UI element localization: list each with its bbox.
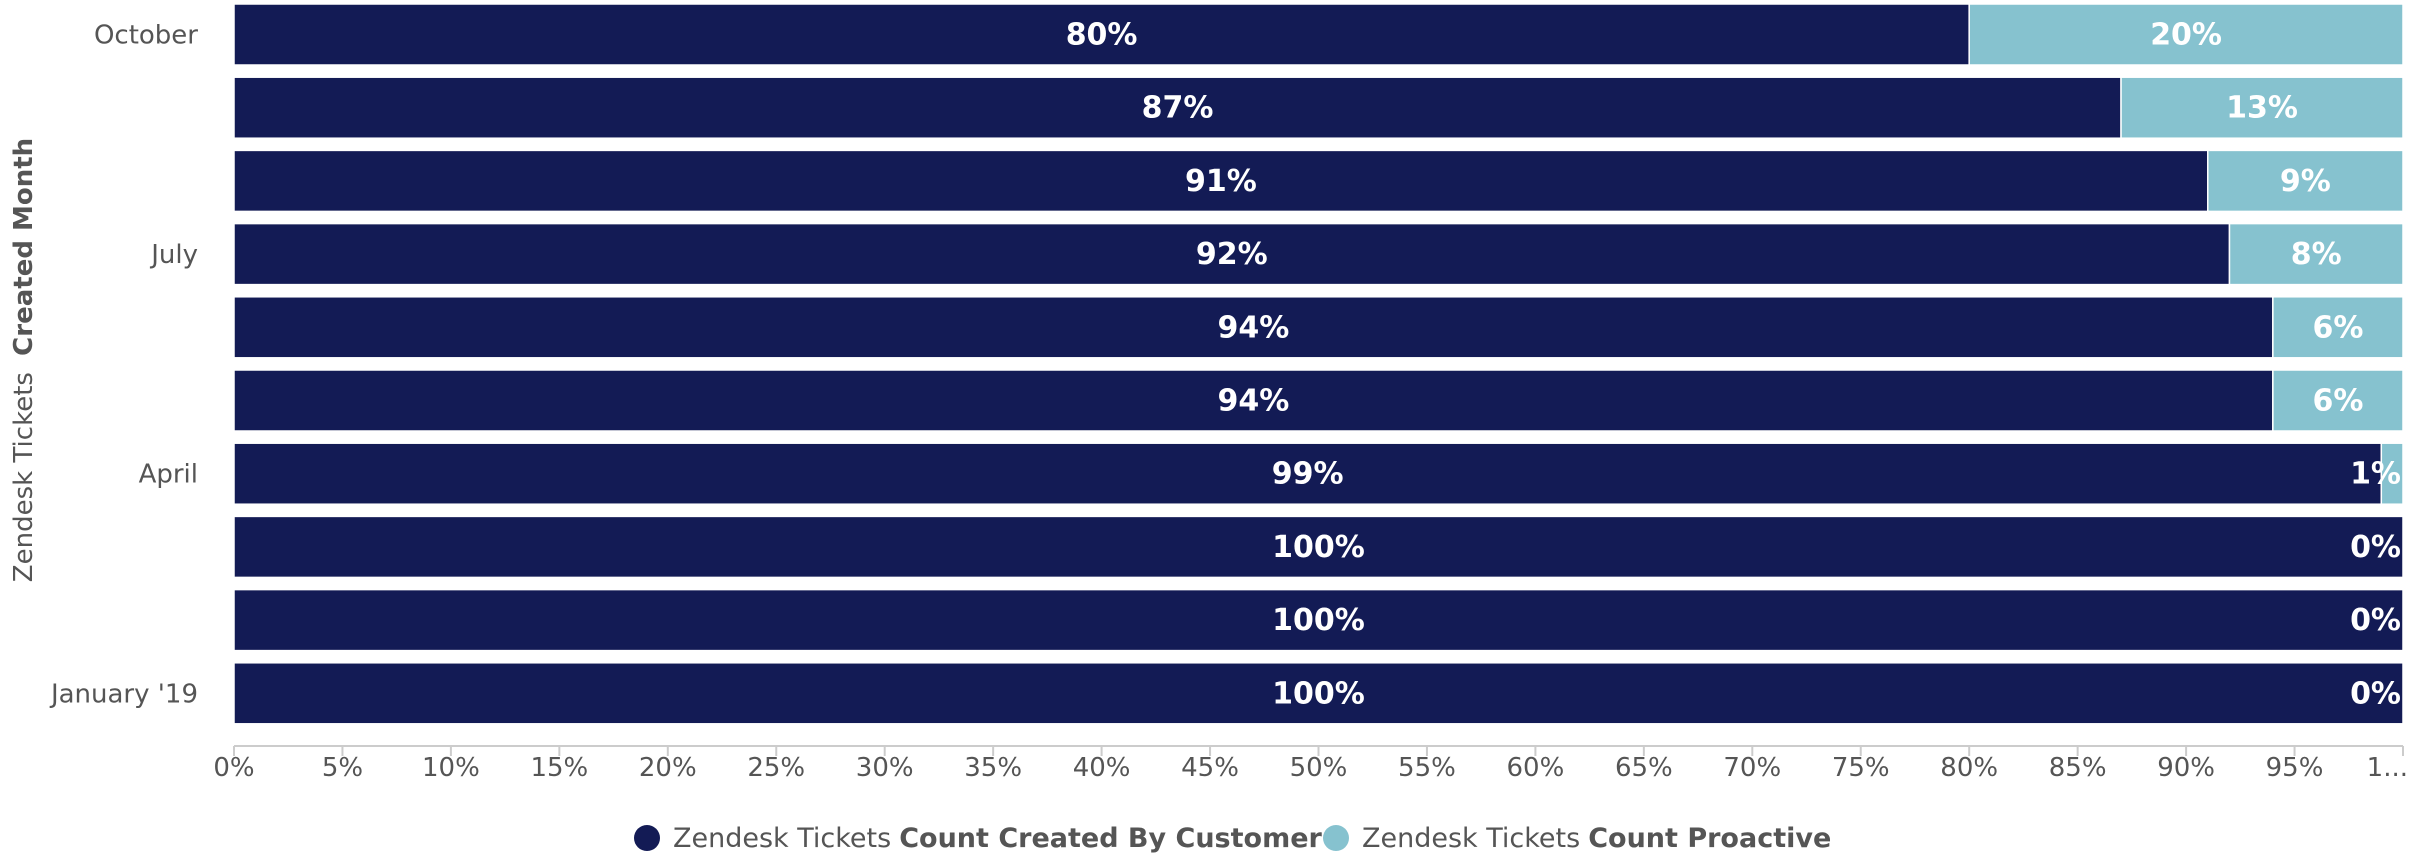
x-tick-label: 1...: [2367, 753, 2408, 783]
legend-swatch-proactive[interactable]: [1323, 825, 1349, 851]
y-tick-label: July: [149, 240, 198, 270]
bar-segment-customer: [233, 588, 2404, 652]
data-label-proactive: 13%: [2226, 91, 2298, 126]
bar-segment-customer: [233, 662, 2404, 725]
bar-segment-proactive: [2380, 442, 2404, 505]
data-label-customer: 100%: [1272, 603, 1365, 638]
y-tick-label: January '19: [49, 679, 198, 709]
bar-segment-customer: [233, 442, 2383, 505]
bar-labels-layer: 80% 20% 87% 13% 91% 9% 92% 8% 94% 6% 94% 6% 99% 1% 100…: [1066, 18, 2401, 712]
bar-segment-customer: [233, 515, 2404, 579]
bar-segment-proactive: [1968, 3, 2404, 66]
bar-segment-proactive: [2228, 222, 2404, 286]
x-axis-ticks: 0% 5% 10% 15% 20% 25% 30% 35% 40% 45% 50% 55% 60% 65%…: [213, 746, 2408, 783]
x-tick-label: 10%: [422, 753, 480, 783]
bar-segment-customer: [233, 296, 2274, 359]
data-label-customer: 87%: [1142, 91, 1214, 126]
bar-segment-customer: [233, 222, 2231, 286]
x-tick-label: 70%: [1723, 753, 1781, 783]
bar-segment-proactive: [2120, 76, 2404, 139]
bar-segment-proactive: [2272, 369, 2404, 432]
data-label-proactive: 0%: [2350, 530, 2401, 565]
y-axis-title-bold: Created Month: [9, 138, 39, 356]
x-tick-label: 30%: [856, 753, 914, 783]
legend-swatch-customer[interactable]: [634, 825, 660, 851]
data-label-proactive: 0%: [2350, 676, 2401, 711]
data-label-customer: 100%: [1272, 676, 1365, 711]
legend: Zendesk Tickets Count Created By Customer…: [634, 823, 1831, 854]
x-tick-label: 35%: [964, 753, 1022, 783]
y-tick-label: October: [94, 21, 198, 51]
data-label-proactive: 1%: [2350, 457, 2401, 492]
x-tick-label: 80%: [1940, 753, 1998, 783]
y-axis-ticks: October July April January '19: [49, 21, 198, 710]
x-tick-label: 15%: [530, 753, 588, 783]
bars-layer: [233, 3, 2404, 725]
data-label-customer: 94%: [1218, 384, 1290, 419]
x-tick-label: 45%: [1181, 753, 1239, 783]
data-label-proactive: 20%: [2150, 18, 2222, 53]
data-label-proactive: 8%: [2291, 237, 2342, 272]
x-tick-label: 75%: [1832, 753, 1890, 783]
bar-segment-proactive: [2272, 296, 2404, 359]
data-label-customer: 92%: [1196, 237, 1268, 272]
y-tick-label: April: [139, 460, 198, 490]
x-tick-label: 20%: [639, 753, 697, 783]
legend-label-customer[interactable]: Zendesk Tickets Count Created By Customer: [673, 823, 1323, 854]
x-tick-label: 5%: [322, 753, 363, 783]
data-label-proactive: 6%: [2312, 310, 2363, 345]
x-tick-label: 50%: [1290, 753, 1348, 783]
x-tick-label: 65%: [1615, 753, 1673, 783]
y-axis-title-prefix: Zendesk Tickets: [9, 372, 39, 582]
data-label-proactive: 6%: [2312, 384, 2363, 419]
x-tick-label: 40%: [1073, 753, 1131, 783]
legend-label-prefix: Zendesk Tickets: [1362, 823, 1580, 854]
data-label-customer: 100%: [1272, 530, 1365, 565]
bar-segment-customer: [233, 76, 2122, 139]
x-tick-label: 90%: [2157, 753, 2215, 783]
x-tick-label: 55%: [1398, 753, 1456, 783]
data-label-customer: 99%: [1272, 457, 1344, 492]
data-label-customer: 91%: [1185, 164, 1257, 199]
x-tick-label: 95%: [2266, 753, 2324, 783]
legend-label-bold: Count Proactive: [1588, 823, 1831, 854]
data-label-customer: 94%: [1218, 310, 1290, 345]
data-label-proactive: 0%: [2350, 603, 2401, 638]
x-tick-label: 25%: [747, 753, 805, 783]
bar-segment-proactive: [2207, 149, 2404, 213]
x-tick-label: 85%: [2049, 753, 2107, 783]
bar-segment-customer: [233, 149, 2209, 213]
y-axis-title: Zendesk Tickets Created Month: [9, 138, 39, 582]
legend-label-prefix: Zendesk Tickets: [673, 823, 891, 854]
bar-segment-customer: [233, 3, 1970, 66]
legend-label-bold: Count Created By Customer: [899, 823, 1322, 854]
legend-label-proactive[interactable]: Zendesk Tickets Count Proactive: [1362, 823, 1831, 854]
x-tick-label: 0%: [213, 753, 254, 783]
data-label-customer: 80%: [1066, 18, 1138, 53]
x-tick-label: 60%: [1507, 753, 1565, 783]
data-label-proactive: 9%: [2280, 164, 2331, 199]
